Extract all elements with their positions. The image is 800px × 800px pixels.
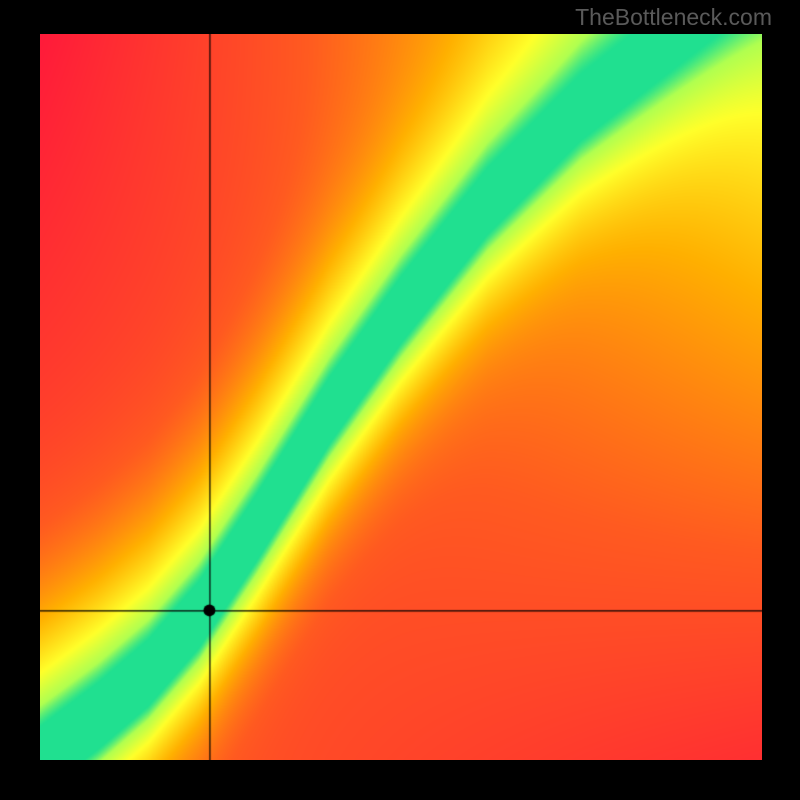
bottleneck-heatmap (40, 34, 762, 760)
chart-container: TheBottleneck.com (0, 0, 800, 800)
watermark-text: TheBottleneck.com (575, 4, 772, 31)
